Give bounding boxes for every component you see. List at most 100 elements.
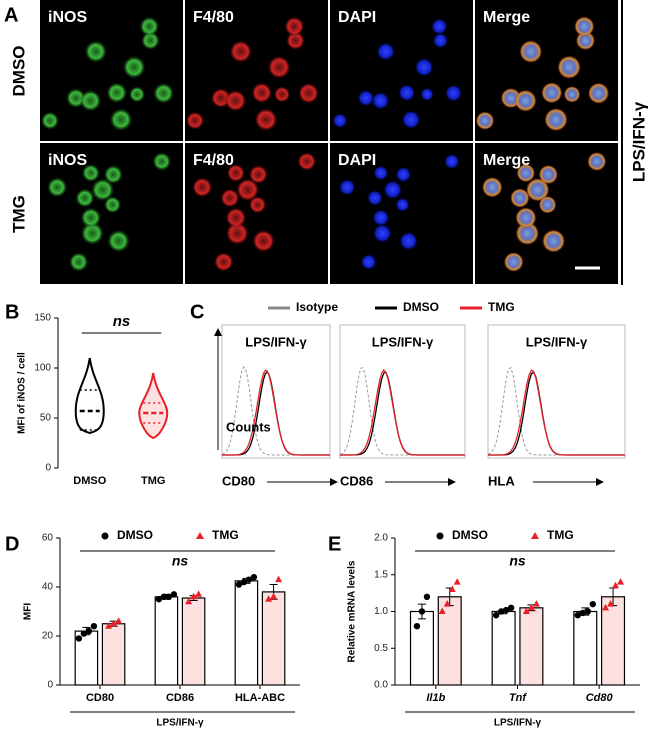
data-point <box>165 593 173 600</box>
data-point <box>250 574 258 581</box>
cell <box>563 86 581 103</box>
legend-label: TMG <box>488 300 515 314</box>
bar <box>491 610 516 686</box>
data-point <box>453 578 461 585</box>
dmso-curve <box>340 371 465 456</box>
data-point <box>265 595 273 602</box>
cell <box>401 110 421 129</box>
data-point <box>607 600 615 607</box>
cell <box>248 195 267 214</box>
cell <box>284 16 305 37</box>
data-point <box>115 617 123 624</box>
data-point <box>80 630 88 637</box>
data-point <box>492 611 500 619</box>
cell <box>40 111 60 130</box>
micrograph <box>330 143 473 284</box>
x-tick-label: CD86 <box>166 692 194 704</box>
cell <box>339 179 356 196</box>
y-tick-label: 0.0 <box>374 680 388 691</box>
data-point <box>275 575 283 583</box>
cell <box>229 40 253 63</box>
y-axis-label: Relative mRNA levels <box>347 560 358 662</box>
data-point <box>413 623 421 630</box>
legend-marker <box>101 532 109 540</box>
bar <box>154 596 179 686</box>
cell <box>235 178 260 202</box>
data-point <box>502 606 510 614</box>
column-label: F4/80 <box>193 9 234 26</box>
arrow-head <box>214 328 222 336</box>
cell <box>68 252 89 272</box>
legend-label: TMG <box>547 528 574 542</box>
data-point <box>579 609 586 617</box>
isotype-curve <box>487 366 625 456</box>
tmg-curve <box>222 369 330 456</box>
y-tick-label: 0 <box>47 680 53 691</box>
micrograph <box>40 0 183 141</box>
cell <box>414 57 434 77</box>
cell <box>103 195 122 214</box>
data-point <box>195 590 203 597</box>
column-label: Merge <box>483 9 530 26</box>
cell <box>516 163 536 183</box>
cell <box>251 82 273 104</box>
arrow-head <box>596 478 604 486</box>
cell <box>332 113 348 128</box>
data-point <box>574 611 581 619</box>
panel-letter: E <box>328 533 341 555</box>
data-point <box>90 623 98 630</box>
y-tick-label: 2.0 <box>374 533 388 544</box>
y-tick-label: 50 <box>40 413 52 424</box>
data-point <box>527 603 535 611</box>
plot-title: LPS/IFN-γ <box>245 334 307 349</box>
cell <box>75 188 95 208</box>
data-point <box>507 604 515 612</box>
cell <box>103 164 123 185</box>
cell <box>431 18 448 35</box>
y-tick-label: 20 <box>42 631 54 642</box>
y-tick-label: 1.5 <box>374 569 388 580</box>
cell <box>224 89 247 112</box>
data-point <box>160 593 168 600</box>
cell <box>372 224 392 243</box>
arrow-head <box>448 478 456 486</box>
data-point <box>75 635 83 642</box>
data-point <box>584 608 591 615</box>
cell <box>557 55 581 79</box>
cell <box>225 221 250 246</box>
cell <box>519 40 543 63</box>
data-point <box>240 578 248 586</box>
cell <box>297 152 317 171</box>
cell <box>252 229 276 253</box>
micrograph <box>330 0 473 141</box>
panel-letter: C <box>190 301 204 323</box>
data-point <box>170 591 178 598</box>
plot-frame <box>487 324 626 459</box>
data-point <box>110 619 118 627</box>
cell <box>371 91 390 110</box>
cell <box>220 188 240 208</box>
group-label: LPS/IFN-γ <box>156 718 204 729</box>
legend-label: DMSO <box>117 528 153 542</box>
cell <box>515 221 540 246</box>
cell <box>541 82 563 104</box>
data-point <box>532 600 540 607</box>
plot-frame <box>221 324 331 459</box>
bar <box>573 610 598 686</box>
x-tick-label: Tnf <box>509 692 527 704</box>
cell <box>122 55 146 79</box>
cell <box>376 42 395 61</box>
data-point <box>497 608 505 615</box>
micrograph <box>185 143 328 284</box>
legend-marker <box>531 532 539 539</box>
cell <box>225 207 247 229</box>
cell <box>514 89 537 112</box>
cell <box>46 177 68 198</box>
legend-label: DMSO <box>452 528 488 542</box>
data-point <box>418 608 426 615</box>
cell <box>372 209 390 227</box>
cell <box>574 16 595 37</box>
cell <box>360 254 377 270</box>
data-point <box>438 607 446 614</box>
y-tick-label: 0.5 <box>374 643 388 654</box>
